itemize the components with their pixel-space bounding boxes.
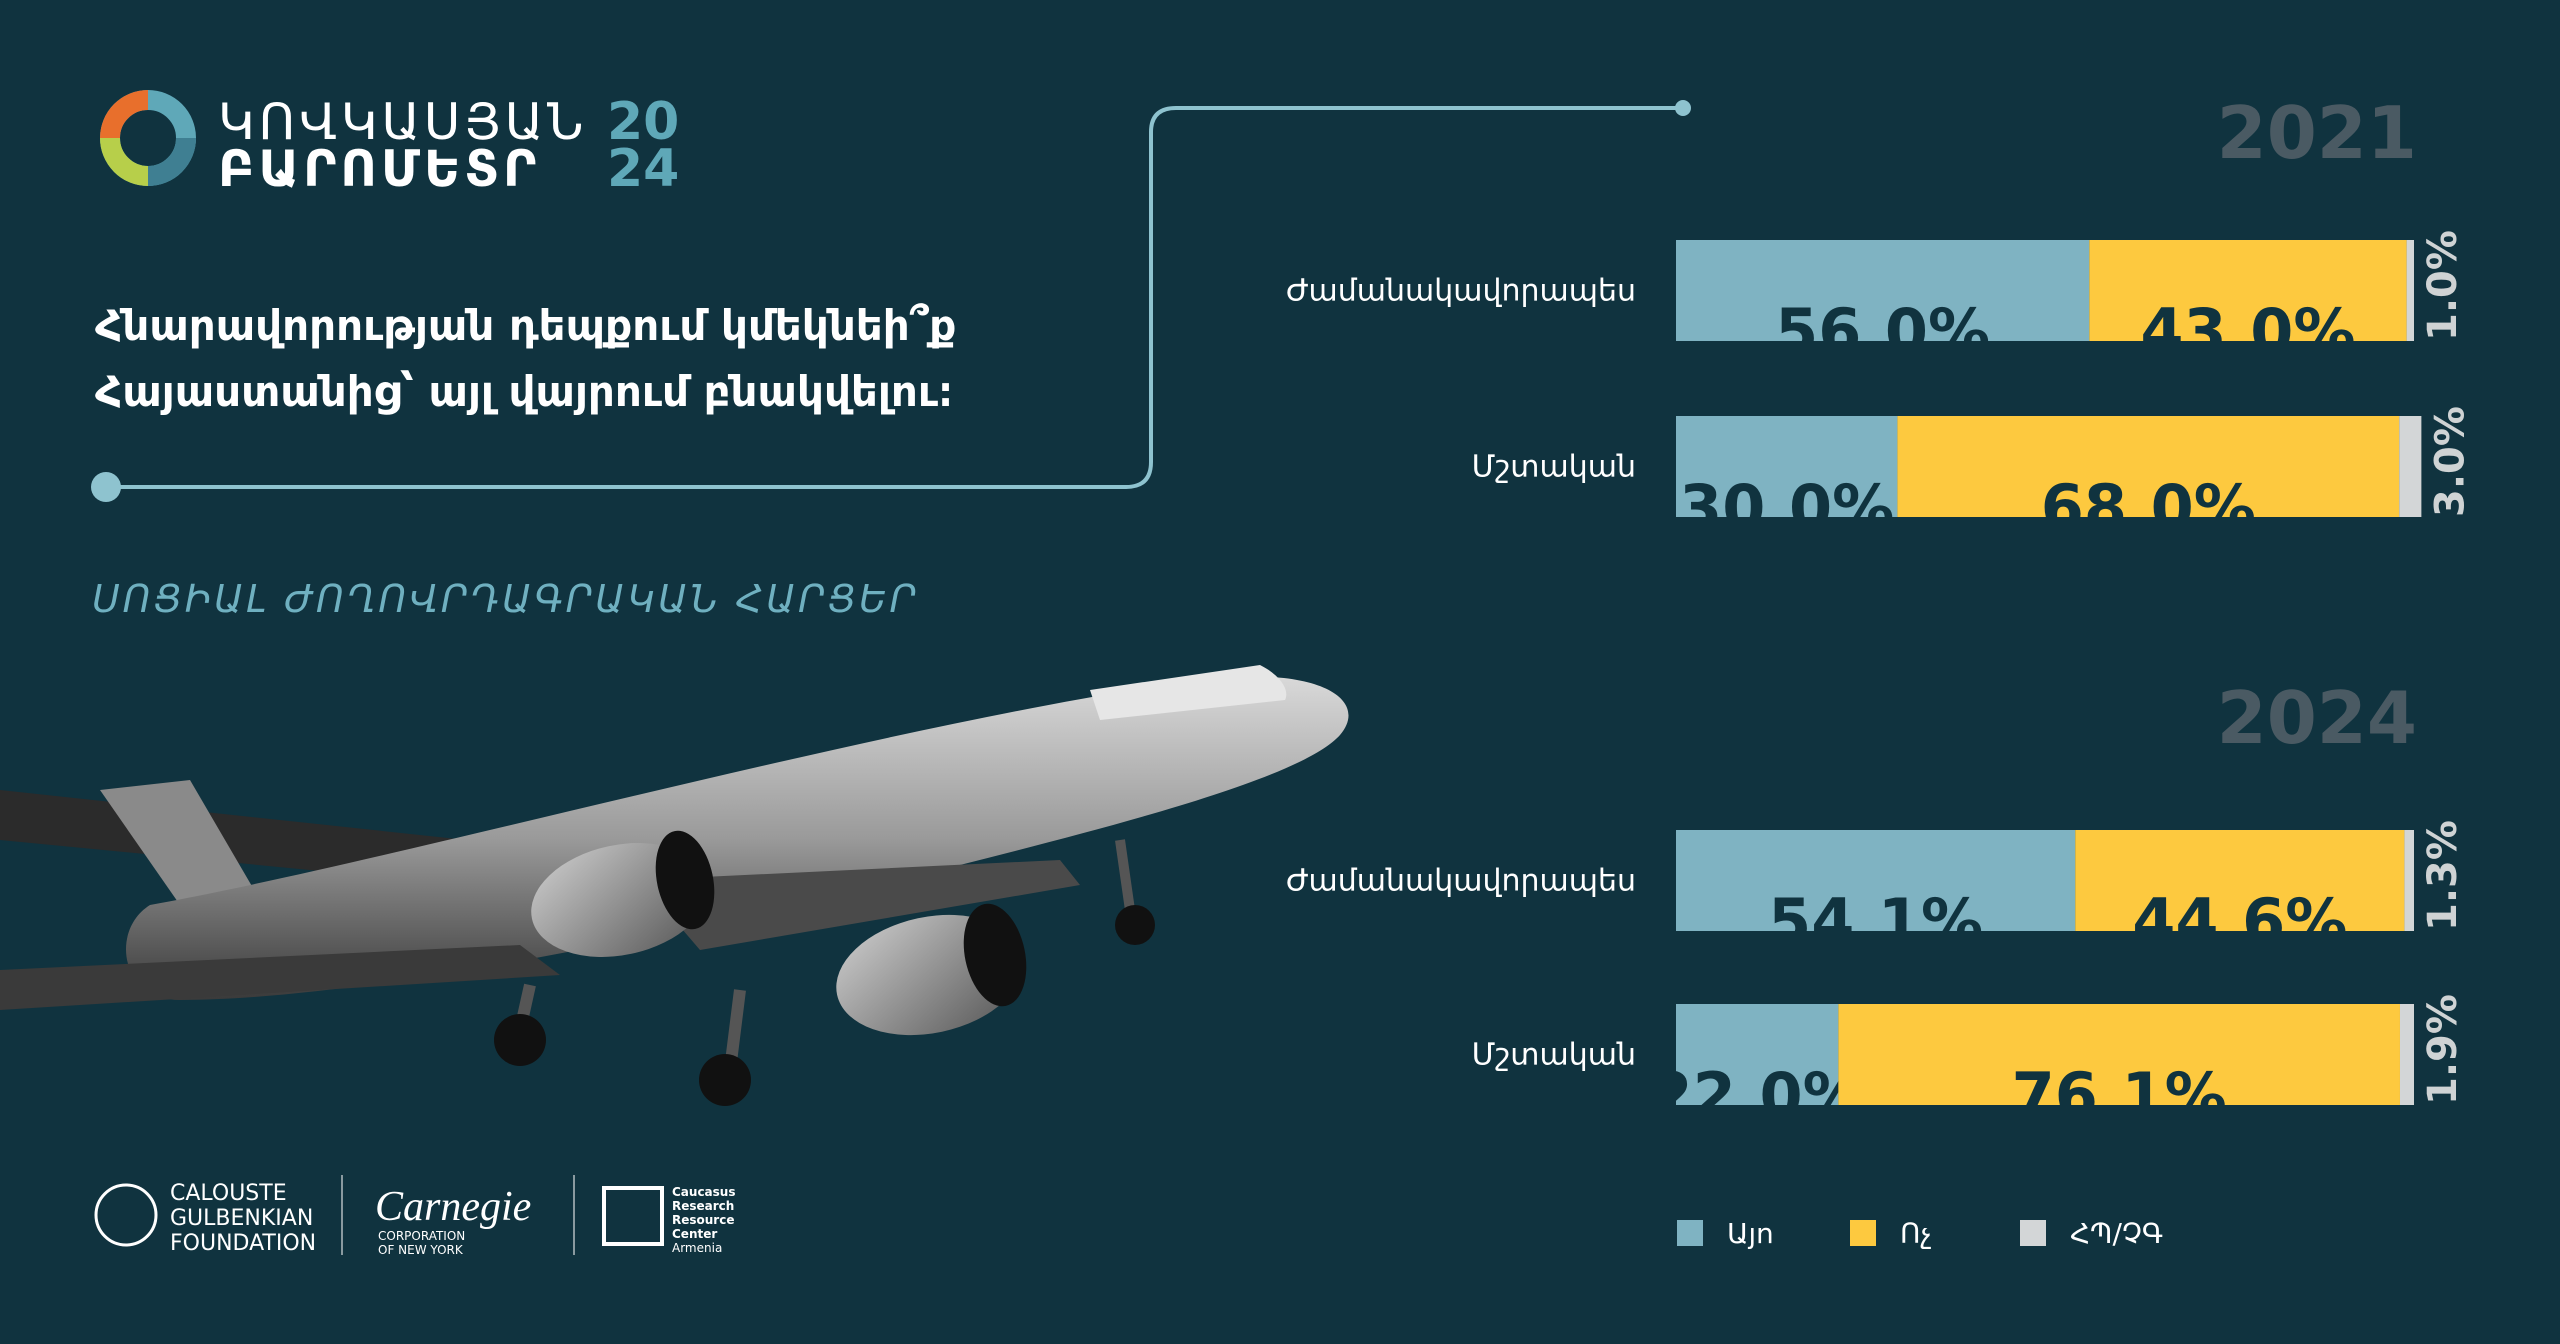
bar-segment bbox=[1676, 416, 1898, 517]
connector-dot bbox=[91, 472, 121, 502]
question: Հնարավորության դեպքում կմեկնեի՞ք bbox=[95, 301, 956, 350]
bar-segment bbox=[2089, 240, 2407, 341]
category-label: Մշտական bbox=[1472, 1038, 1636, 1073]
value-label: 1.9% bbox=[2420, 994, 2466, 1105]
footer-text: Caucasus bbox=[672, 1185, 736, 1199]
footer-text: OF NEW YORK bbox=[378, 1243, 464, 1257]
bar-segment bbox=[2399, 1004, 2414, 1105]
logo-year: 24 bbox=[607, 139, 679, 199]
legend-swatch bbox=[1850, 1220, 1876, 1246]
value-label: 76.1% bbox=[2012, 1059, 2227, 1132]
logo-line1: ԿՈՎԿԱՍՅԱՆ bbox=[218, 93, 588, 151]
bar-segment bbox=[1838, 1004, 2400, 1105]
footer-text: Resource bbox=[672, 1213, 734, 1227]
crrc-logo: Caucasus Research Resource Center Armeni… bbox=[602, 1185, 736, 1255]
legend-swatch bbox=[2020, 1220, 2046, 1246]
footer-text: GULBENKIAN bbox=[170, 1206, 313, 1231]
value-label: 68.0% bbox=[2041, 471, 2256, 544]
chart-title: 2021 bbox=[2217, 91, 2417, 175]
category-label: Մշտական bbox=[1472, 450, 1636, 485]
value-label: 54.1% bbox=[1768, 885, 1983, 958]
footer-text: Armenia bbox=[672, 1241, 722, 1255]
legend-label: Այո bbox=[1727, 1217, 1774, 1250]
footer-text: CORPORATION bbox=[378, 1229, 465, 1243]
connector bbox=[106, 106, 1683, 489]
value-label: 1.3% bbox=[2420, 820, 2466, 931]
chart-title: 2024 bbox=[2217, 676, 2417, 760]
footer-text: FOUNDATION bbox=[170, 1231, 316, 1256]
legend-swatch bbox=[1677, 1220, 1703, 1246]
connector-dot bbox=[1675, 100, 1691, 116]
bar-segment bbox=[1897, 416, 2400, 517]
value-label: 30.0% bbox=[1679, 471, 1894, 544]
section-title: ՍՈՑԻԱԼ ԺՈՂՈՎՐԴԱԳՐԱԿԱՆ ՀԱՐՑԵՐ bbox=[92, 577, 919, 621]
legend-label: Ոչ bbox=[1900, 1217, 1932, 1250]
legend-label: ՀՊ/ՉԳ bbox=[2070, 1217, 2163, 1250]
value-label: 44.6% bbox=[2132, 885, 2347, 958]
airplane bbox=[0, 665, 1349, 1106]
value-label: 3.0% bbox=[2427, 406, 2473, 517]
category-label: Ժամանակավորապես bbox=[1286, 864, 1636, 899]
bar-segment bbox=[2404, 830, 2414, 931]
footer-text: Center bbox=[672, 1227, 717, 1241]
bar-segment bbox=[1676, 240, 2090, 341]
value-label: 1.0% bbox=[2420, 230, 2466, 341]
logo-icon bbox=[100, 90, 196, 186]
bar-segment bbox=[2406, 240, 2414, 341]
category-label: Ժամանակավորապես bbox=[1286, 274, 1636, 309]
value-label: 56.0% bbox=[1775, 295, 1990, 368]
bar-segment bbox=[2399, 416, 2422, 517]
bar-segment bbox=[2075, 830, 2405, 931]
bar-segment bbox=[1676, 1004, 1839, 1105]
footer-text: Research bbox=[672, 1199, 734, 1213]
value-label: 43.0% bbox=[2140, 295, 2355, 368]
value-label: 22.0% bbox=[1650, 1059, 1865, 1132]
footer-text: CALOUSTE bbox=[170, 1181, 287, 1206]
question: Հայաստանից՝ այլ վայրում բնակվելու։ bbox=[95, 367, 953, 416]
logo-year: 20 bbox=[607, 92, 679, 152]
bar-segment bbox=[1676, 830, 2076, 931]
gulbenkian-logo: CALOUSTE GULBENKIAN FOUNDATION bbox=[94, 1181, 316, 1256]
logo-line2: ԲԱՐՈՄԵՏՐ bbox=[218, 140, 540, 198]
footer-text: Carnegie bbox=[375, 1184, 531, 1230]
